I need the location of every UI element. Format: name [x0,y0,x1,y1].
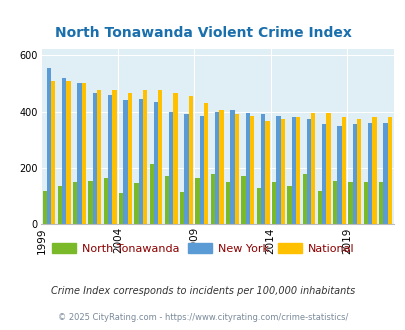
Bar [387,117,391,224]
Bar [226,182,230,224]
Bar [47,68,51,224]
Bar [271,182,275,224]
Bar [188,96,192,224]
Bar [249,116,254,224]
Bar [306,118,310,224]
Bar [302,174,306,224]
Bar [210,174,215,224]
Bar [341,117,345,224]
Bar [164,177,169,224]
Bar [184,115,188,224]
Bar [241,177,245,224]
Bar [51,81,55,224]
Bar [199,116,204,224]
Bar [347,182,352,224]
Bar [180,192,184,224]
Bar [371,117,375,224]
Bar [62,78,66,224]
Bar [204,103,208,224]
Bar [134,183,138,224]
Text: North Tonawanda Violent Crime Index: North Tonawanda Violent Crime Index [54,26,351,40]
Bar [310,113,315,224]
Bar [378,182,382,224]
Bar [356,118,360,224]
Bar [332,181,337,224]
Bar [104,178,108,224]
Bar [73,182,77,224]
Bar [291,117,295,224]
Text: Crime Index corresponds to incidents per 100,000 inhabitants: Crime Index corresponds to incidents per… [51,286,354,296]
Bar [264,121,269,224]
Bar [195,178,199,224]
Bar [321,124,326,224]
Bar [169,112,173,224]
Bar [58,186,62,224]
Bar [256,188,260,224]
Bar [97,90,101,224]
Bar [127,93,132,224]
Bar [123,100,127,224]
Bar [280,118,284,224]
Bar [367,123,371,224]
Text: © 2025 CityRating.com - https://www.cityrating.com/crime-statistics/: © 2025 CityRating.com - https://www.city… [58,313,347,322]
Bar [326,113,330,224]
Bar [149,164,153,224]
Bar [138,99,143,224]
Bar [153,102,158,224]
Bar [260,115,264,224]
Bar [317,190,321,224]
Bar [234,115,238,224]
Bar [88,181,92,224]
Bar [173,93,177,224]
Bar [215,112,219,224]
Bar [275,116,280,224]
Bar [119,193,123,224]
Bar [112,90,116,224]
Bar [382,123,387,224]
Bar [352,124,356,224]
Bar [286,186,291,224]
Bar [66,81,70,224]
Bar [158,90,162,224]
Legend: North Tonawanda, New York, National: North Tonawanda, New York, National [47,239,358,258]
Bar [337,126,341,224]
Bar [219,110,223,224]
Bar [295,117,299,224]
Bar [81,83,86,224]
Bar [77,83,81,224]
Bar [43,190,47,224]
Bar [245,113,249,224]
Bar [363,182,367,224]
Bar [230,110,234,224]
Bar [143,90,147,224]
Bar [108,95,112,224]
Bar [92,93,97,224]
